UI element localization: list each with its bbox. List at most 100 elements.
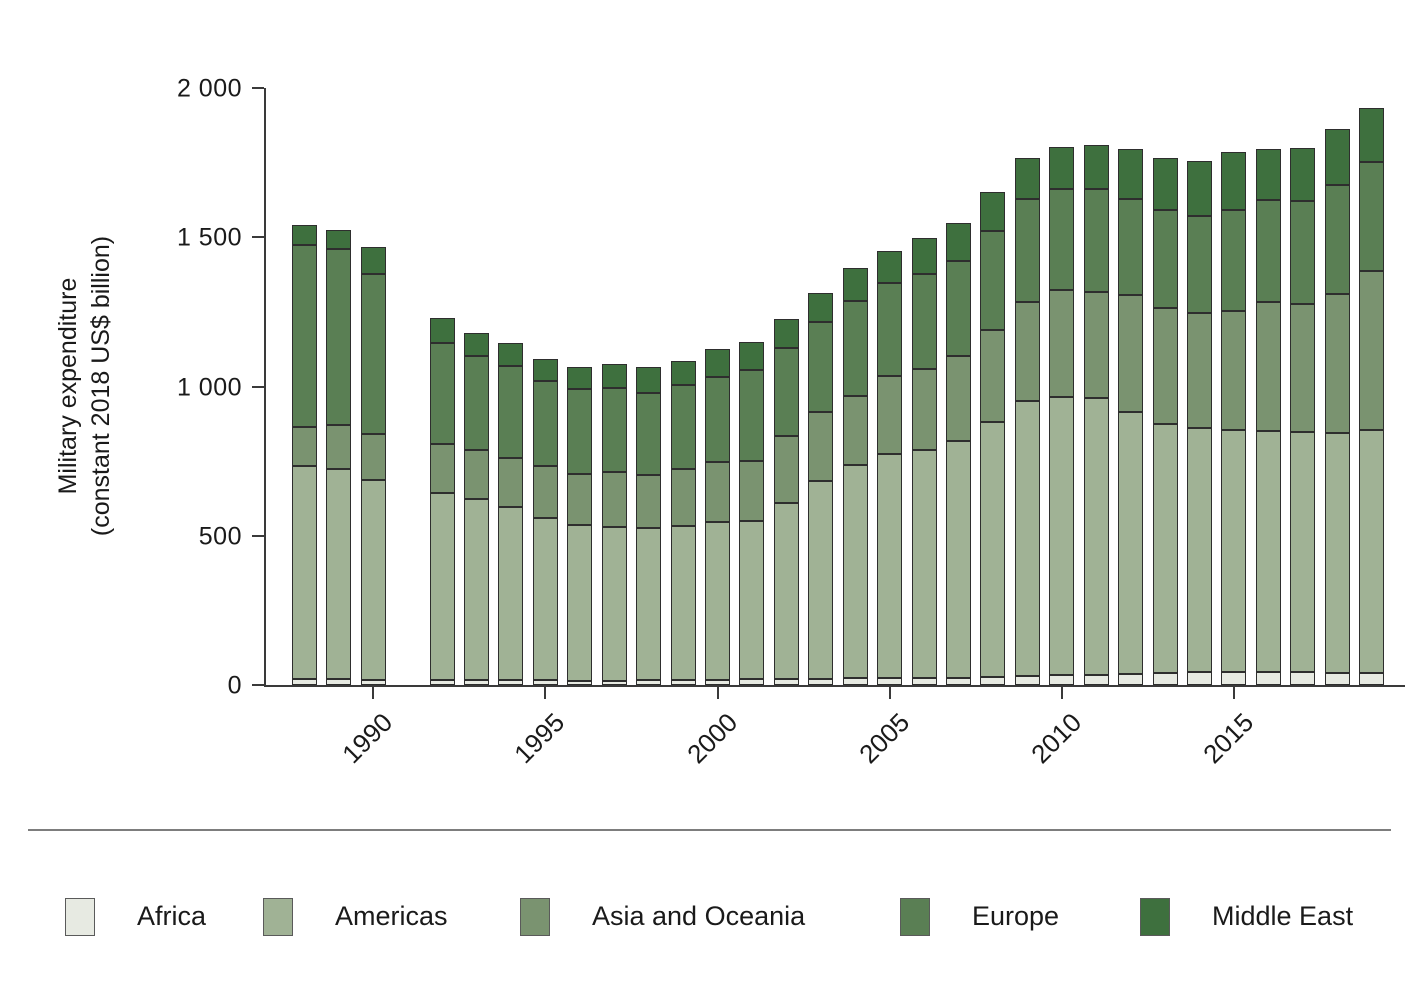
bar-2019-segment-europe (1359, 161, 1385, 271)
x-tick-label: 2015 (1197, 707, 1260, 770)
bar-2009-segment-asia-and-oceania (1014, 301, 1040, 401)
y-axis-title-line2: (constant 2018 US$ billion) (87, 235, 115, 537)
bar-2007-segment-africa (946, 677, 971, 685)
bar-2008-segment-europe (980, 230, 1006, 331)
bar-2012-segment-africa (1118, 674, 1144, 685)
bar-1995-segment-africa (532, 680, 558, 685)
bar-2010-segment-europe (1049, 189, 1075, 291)
x-tick-label: 2000 (680, 707, 743, 770)
bar-2007-segment-asia-and-oceania (946, 355, 971, 441)
bar-2008-segment-americas (980, 421, 1006, 677)
bar-1995-segment-asia-and-oceania (532, 466, 558, 518)
bar-2007-segment-americas (946, 440, 971, 678)
bar-1998-segment-middle-east (636, 367, 662, 394)
bar-2008-segment-africa (980, 676, 1006, 685)
legend-swatch-americas (263, 898, 293, 936)
bar-2017-segment-asia-and-oceania (1290, 303, 1316, 433)
bar-1990-segment-asia-and-oceania (360, 434, 386, 480)
legend-swatch-asia-and-oceania (520, 898, 550, 936)
y-tick (252, 534, 264, 537)
bar-2006-segment-europe (911, 273, 937, 369)
bar-2002-segment-middle-east (773, 319, 799, 348)
bar-2018-segment-middle-east (1324, 128, 1350, 185)
bar-2013-segment-europe (1152, 210, 1178, 308)
x-tick-label: 1995 (508, 707, 571, 770)
x-axis-line (264, 685, 1405, 687)
bar-1993-segment-middle-east (463, 333, 489, 357)
bar-2003-segment-africa (808, 679, 834, 685)
bar-1996-segment-africa (567, 680, 593, 685)
bar-1994-segment-americas (498, 507, 524, 680)
bar-2014-segment-middle-east (1187, 160, 1213, 216)
bar-2011-segment-middle-east (1083, 145, 1109, 190)
bar-2009-segment-europe (1014, 199, 1040, 302)
bar-2015-segment-africa (1221, 671, 1247, 685)
bar-2009-segment-middle-east (1014, 158, 1040, 200)
bar-2018-segment-asia-and-oceania (1324, 294, 1350, 434)
bar-2005-segment-middle-east (877, 250, 903, 283)
y-tick-label: 1 000 (176, 373, 242, 401)
y-tick (252, 87, 264, 89)
bar-2006-segment-americas (911, 449, 937, 678)
bar-2013-segment-americas (1152, 423, 1178, 674)
bar-2008-segment-asia-and-oceania (980, 330, 1006, 422)
x-tick (544, 687, 547, 699)
bar-1994-segment-europe (498, 366, 524, 459)
bar-2007-segment-middle-east (946, 222, 971, 261)
x-tick (1232, 687, 1235, 699)
bar-1998-segment-americas (636, 527, 662, 681)
bar-2004-segment-middle-east (842, 268, 868, 302)
bar-2014-segment-europe (1187, 215, 1213, 313)
bar-2000-segment-americas (705, 522, 730, 680)
bar-1989-segment-europe (326, 248, 352, 425)
bar-1999-segment-europe (670, 384, 696, 470)
bar-1998-segment-asia-and-oceania (636, 475, 662, 528)
bar-2009-segment-americas (1014, 400, 1040, 677)
bar-2018-segment-africa (1324, 672, 1350, 685)
x-tick (372, 687, 375, 699)
bar-1988-segment-americas (291, 466, 317, 680)
bar-1999-segment-americas (670, 526, 696, 680)
bar-2004-segment-africa (842, 678, 868, 685)
bar-1997-segment-middle-east (601, 364, 627, 388)
bar-2019-segment-asia-and-oceania (1359, 270, 1385, 430)
bar-1993-segment-europe (463, 356, 489, 451)
bar-2016-segment-africa (1255, 672, 1281, 685)
bar-2017-segment-middle-east (1290, 148, 1316, 201)
y-tick-label: 2 000 (176, 74, 242, 103)
bar-2002-segment-asia-and-oceania (773, 435, 799, 503)
bar-1996-segment-americas (567, 525, 593, 681)
bar-2019-segment-middle-east (1359, 107, 1385, 162)
bar-2017-segment-africa (1290, 672, 1316, 685)
bar-2004-segment-americas (842, 464, 868, 679)
bar-2016-segment-middle-east (1255, 149, 1281, 200)
bar-1993-segment-africa (463, 679, 489, 685)
bar-1995-segment-middle-east (532, 359, 558, 382)
bar-2019-segment-africa (1359, 672, 1385, 685)
bar-2007-segment-europe (946, 260, 971, 356)
x-tick (716, 687, 719, 699)
bar-2008-segment-middle-east (980, 191, 1006, 231)
bar-2012-segment-asia-and-oceania (1118, 294, 1144, 412)
bar-2012-segment-middle-east (1118, 149, 1144, 200)
bar-1988-segment-africa (291, 679, 317, 685)
y-axis-line (264, 88, 266, 687)
bar-1990-segment-africa (360, 679, 386, 685)
bar-1998-segment-europe (636, 393, 662, 476)
bar-2005-segment-africa (877, 678, 903, 685)
bar-2001-segment-africa (739, 679, 765, 685)
bar-2006-segment-middle-east (911, 237, 937, 274)
bar-2016-segment-asia-and-oceania (1255, 302, 1281, 431)
legend-label: Africa (137, 901, 207, 931)
bar-2018-segment-americas (1324, 433, 1350, 673)
y-axis-title-line1: Military expenditure (54, 277, 82, 495)
bar-1996-segment-middle-east (567, 367, 593, 389)
bar-2010-segment-middle-east (1049, 146, 1075, 190)
bar-1994-segment-asia-and-oceania (498, 458, 524, 508)
bar-2003-segment-americas (808, 481, 834, 680)
legend-swatch-europe (900, 898, 930, 936)
bar-2002-segment-europe (773, 347, 799, 436)
y-tick-label: 0 (227, 671, 242, 700)
y-tick (252, 385, 264, 388)
bar-1992-segment-americas (429, 492, 455, 680)
